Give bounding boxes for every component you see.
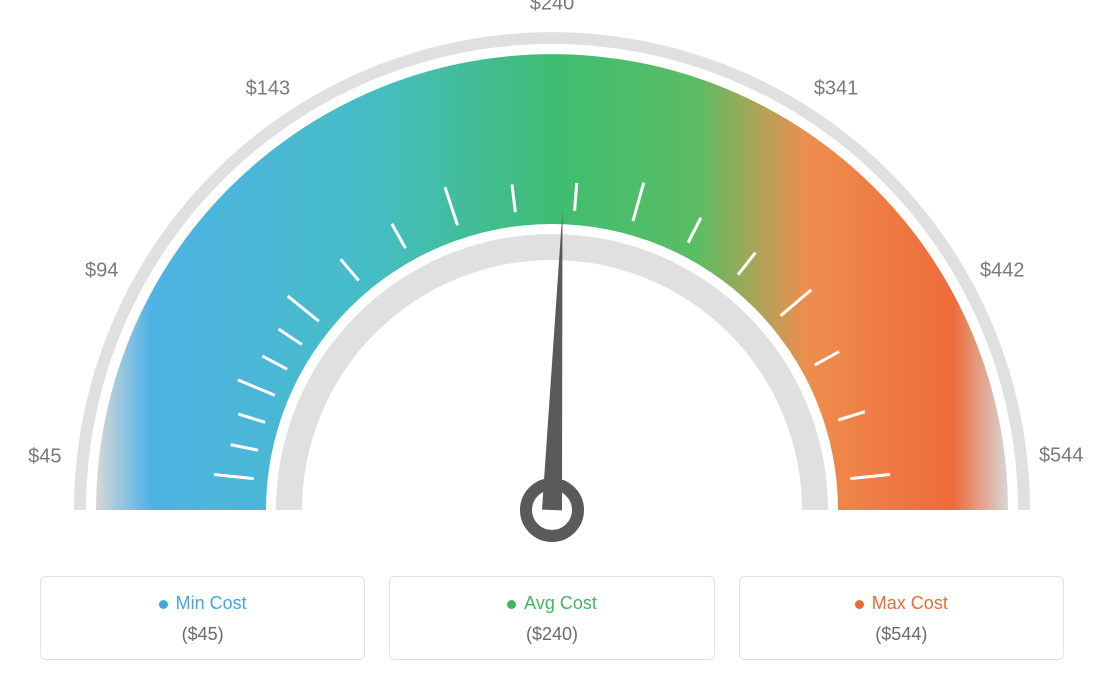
gauge-area: $45 $94 $143 $240 $341 $442 $544 [0, 0, 1104, 560]
legend-row: Min Cost ($45) Avg Cost ($240) Max Cost … [40, 576, 1064, 660]
legend-min-value: ($45) [51, 624, 354, 645]
legend-min-label-text: Min Cost [176, 593, 247, 613]
tick-label: $544 [1039, 445, 1084, 468]
legend-max: Max Cost ($544) [739, 576, 1064, 660]
tick-label: $442 [980, 259, 1025, 282]
legend-min-dot [159, 600, 168, 609]
tick-label: $94 [85, 259, 118, 282]
legend-max-label: Max Cost [750, 593, 1053, 614]
legend-min-label: Min Cost [51, 593, 354, 614]
tick-label: $45 [28, 445, 61, 468]
legend-max-value: ($544) [750, 624, 1053, 645]
tick-label: $240 [530, 0, 575, 16]
legend-avg-dot [507, 600, 516, 609]
legend-avg: Avg Cost ($240) [389, 576, 714, 660]
legend-min: Min Cost ($45) [40, 576, 365, 660]
legend-max-label-text: Max Cost [872, 593, 948, 613]
gauge-svg [0, 0, 1104, 560]
cost-gauge-chart: $45 $94 $143 $240 $341 $442 $544 Min Cost ($45… [0, 0, 1104, 690]
legend-avg-label: Avg Cost [400, 593, 703, 614]
legend-avg-label-text: Avg Cost [524, 593, 597, 613]
tick-label: $143 [246, 77, 291, 100]
legend-avg-value: ($240) [400, 624, 703, 645]
legend-max-dot [855, 600, 864, 609]
tick-label: $341 [814, 77, 859, 100]
